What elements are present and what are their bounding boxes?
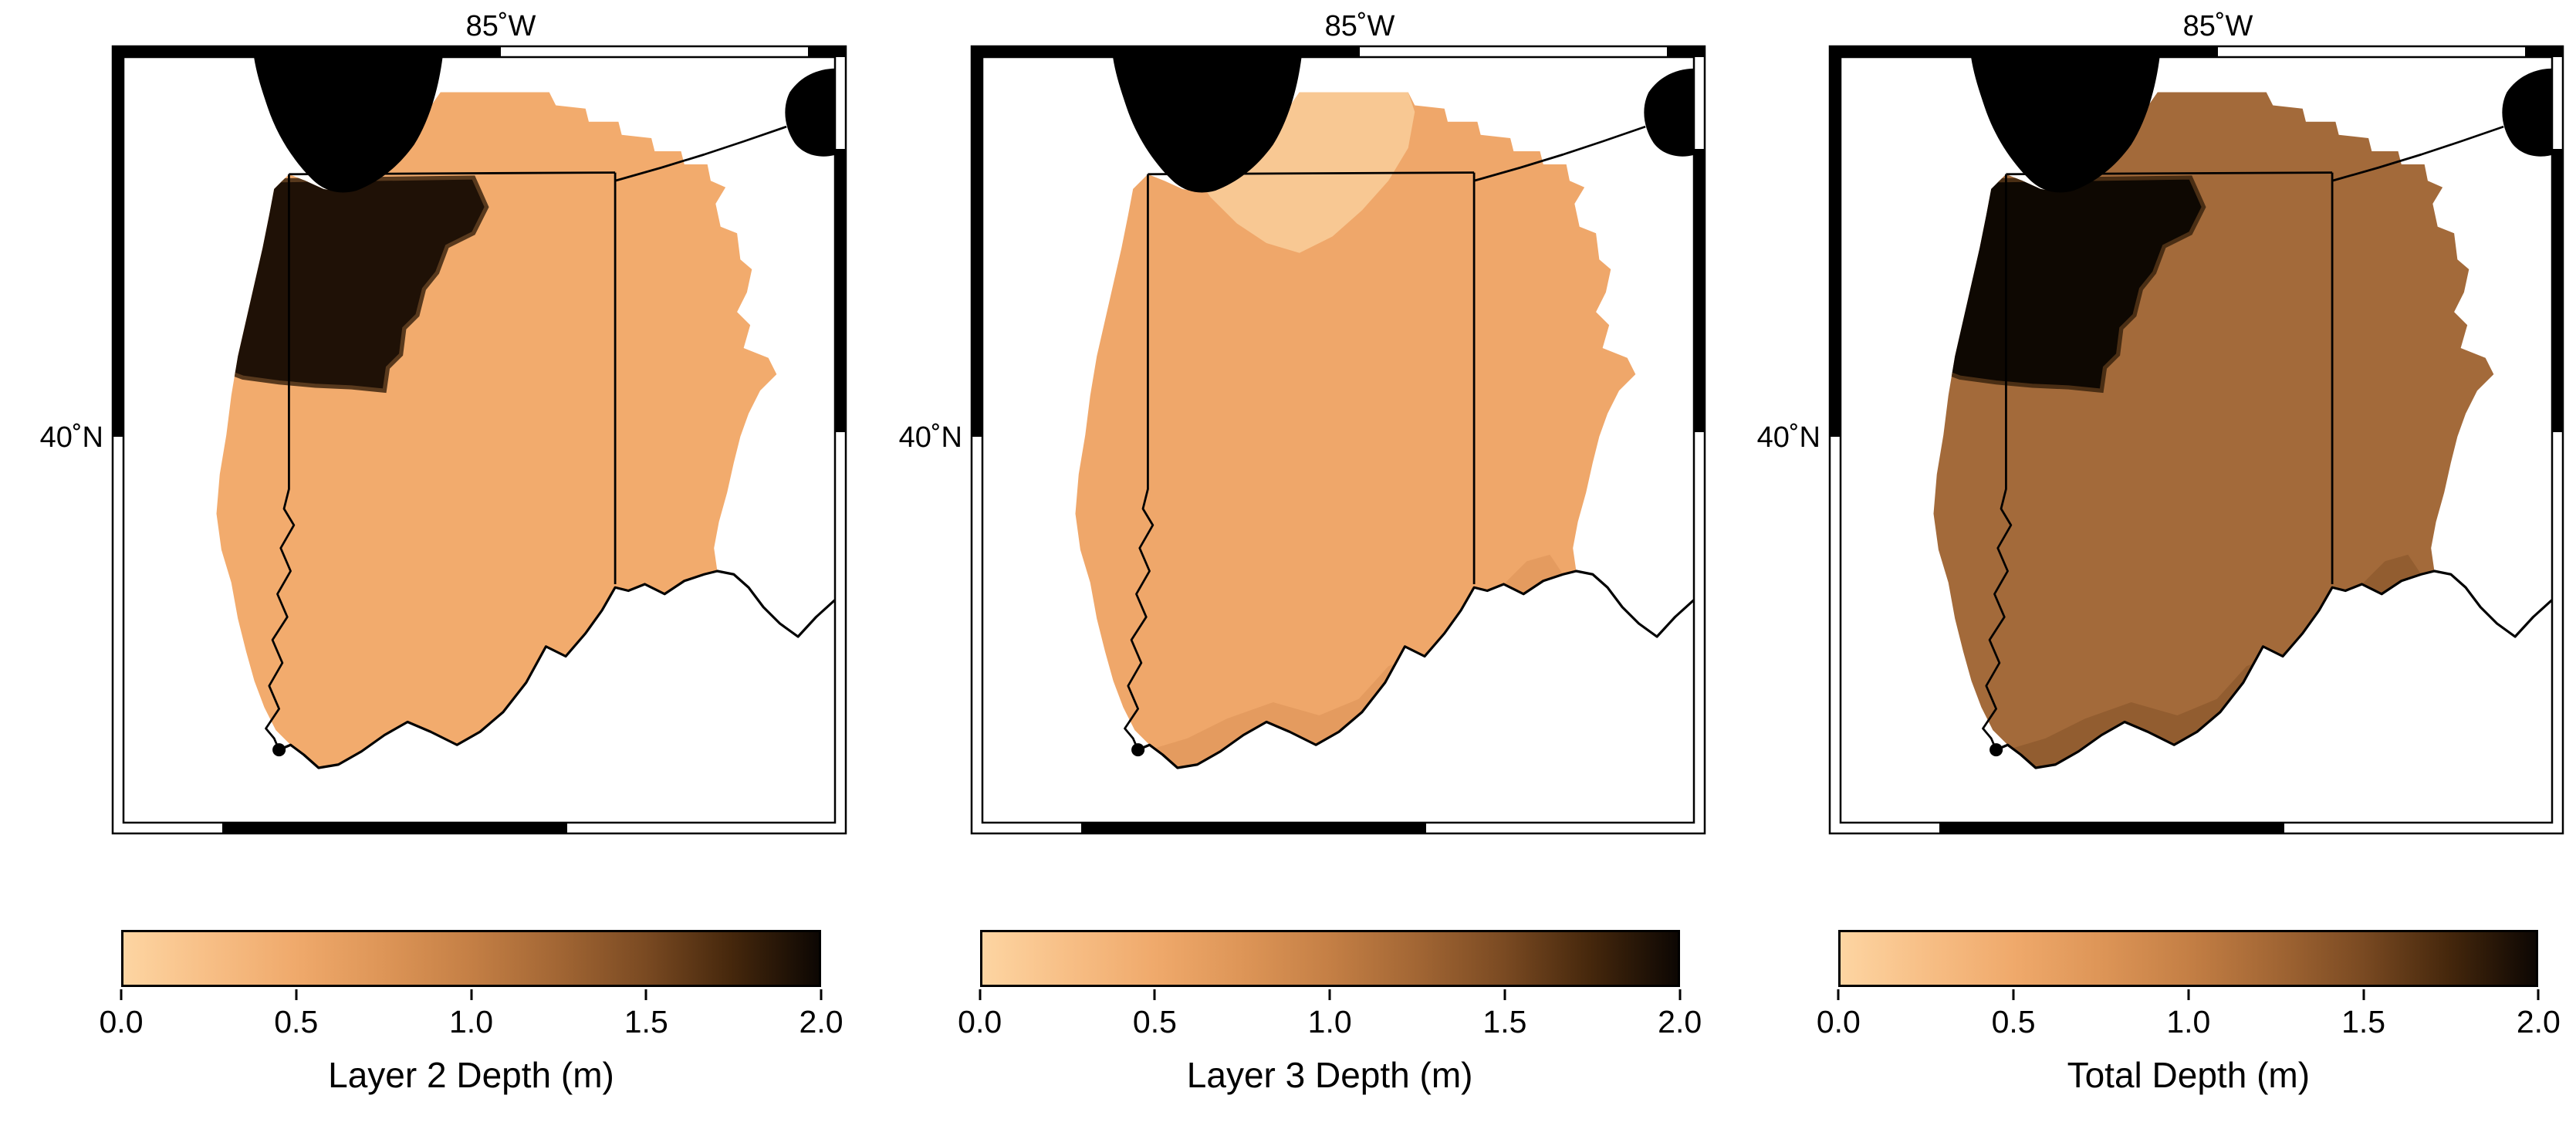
colorbar-tick-label: 1.0 xyxy=(449,1004,493,1039)
colorbar-tick xyxy=(2362,989,2365,1000)
lake-erie xyxy=(785,68,835,157)
frame-segment xyxy=(1939,823,2285,833)
lake-erie xyxy=(2502,68,2553,157)
lake-michigan xyxy=(1112,57,1302,193)
river-confluence-dot xyxy=(272,743,286,757)
colorbar-tick-label: 0.0 xyxy=(99,1004,144,1039)
colorbar-tick-label: 0.0 xyxy=(958,1004,1002,1039)
colorbar-tick xyxy=(2012,989,2015,1000)
colorbar-ticks: 0.0 0.5 1.0 1.5 2.0 xyxy=(958,1003,1702,1040)
colorbar-title: Total Depth (m) xyxy=(2067,1055,2311,1095)
michigan-ohio-border xyxy=(614,125,787,182)
colorbar-tick-label: 2.0 xyxy=(799,1004,843,1039)
colorbar-ticks: 0.0 0.5 1.0 1.5 2.0 xyxy=(1817,1003,2561,1040)
colorbar-tick-label: 0.5 xyxy=(1991,1004,2036,1039)
south-shade-patch xyxy=(2013,554,2422,768)
frame-segment xyxy=(1830,46,2219,57)
frame-segment xyxy=(222,823,567,833)
colorbar-tick xyxy=(1328,989,1331,1000)
latitude-label: 40˚N xyxy=(1757,421,1820,454)
frame-segment xyxy=(971,46,1360,57)
nw-dark-patch xyxy=(1933,175,2206,394)
colorbar xyxy=(1838,930,2539,987)
colorbar-tick xyxy=(2537,989,2540,1000)
michigan-ohio-border xyxy=(1473,125,1646,182)
ohio-river xyxy=(278,570,835,769)
colorbar-tick-label: 0.5 xyxy=(274,1004,319,1039)
colorbar-tick xyxy=(979,989,982,1000)
colorbar-tick xyxy=(1837,989,1840,1000)
lake-erie xyxy=(1644,68,1694,157)
nw-dark-patch xyxy=(216,175,489,394)
frame-segment xyxy=(1830,46,1841,437)
map-panel: 85˚W 40˚N xyxy=(1717,0,2576,1129)
colorbar-tick xyxy=(2187,989,2190,1000)
colorbar-tick xyxy=(295,989,298,1000)
frame-segment xyxy=(835,149,846,432)
colorbar-tick xyxy=(470,989,472,1000)
colorbar-tick-label: 1.0 xyxy=(1307,1004,1352,1039)
ohio-river xyxy=(1995,570,2553,769)
frame-segment xyxy=(808,46,846,57)
longitude-label: 85˚W xyxy=(466,10,536,42)
colorbar-tickmarks xyxy=(979,989,1682,1002)
map: 85˚W 40˚N xyxy=(1757,10,2564,835)
colorbar-title: Layer 3 Depth (m) xyxy=(1186,1055,1473,1095)
colorbar-tick xyxy=(1503,989,1506,1000)
colorbar xyxy=(121,930,821,987)
colorbar-ticks: 0.0 0.5 1.0 1.5 2.0 xyxy=(100,1003,843,1040)
frame-segment xyxy=(113,46,501,57)
colorbar-tick xyxy=(820,989,823,1000)
colorbar-tick-label: 1.5 xyxy=(1482,1004,1527,1039)
colorbar-tick-label: 0.0 xyxy=(1816,1004,1861,1039)
michigan-ohio-border xyxy=(2332,125,2504,182)
colorbar-tick xyxy=(644,989,647,1000)
lake-michigan xyxy=(254,57,443,193)
lake-michigan xyxy=(1971,57,2160,193)
map: 85˚W 40˚N xyxy=(40,10,847,835)
frame-segment xyxy=(971,46,982,437)
latitude-label: 40˚N xyxy=(898,421,962,454)
colorbar-tick-label: 1.5 xyxy=(2341,1004,2386,1039)
colorbar-tick-label: 1.0 xyxy=(2166,1004,2211,1039)
colorbar-tick-label: 2.0 xyxy=(1658,1004,1702,1039)
frame-segment xyxy=(113,46,123,437)
indiana-west-border-wabash xyxy=(1982,174,2013,751)
indiana-west-border-wabash xyxy=(265,174,296,751)
map-panel: 85˚W 40˚N xyxy=(0,0,859,1129)
colorbar-tickmarks xyxy=(1837,989,2540,1002)
longitude-label: 85˚W xyxy=(2183,10,2253,42)
longitude-label: 85˚W xyxy=(1324,10,1394,42)
colorbar-tick xyxy=(1678,989,1682,1000)
latitude-label: 40˚N xyxy=(40,421,103,454)
map: 85˚W 40˚N xyxy=(898,10,1706,835)
frame-segment xyxy=(2525,46,2564,57)
frame-segment xyxy=(1080,823,1426,833)
frame-segment xyxy=(1693,149,1705,432)
ohio-river xyxy=(1136,570,1694,769)
river-confluence-dot xyxy=(1989,743,2003,757)
colorbar-tick-label: 1.5 xyxy=(624,1004,668,1039)
map-panel: 85˚W 40˚N xyxy=(859,0,1718,1129)
frame-segment xyxy=(2552,149,2564,432)
colorbar-tick xyxy=(1153,989,1156,1000)
frame-segment xyxy=(1666,46,1705,57)
indiana-west-border-wabash xyxy=(1123,174,1154,751)
colorbar-title: Layer 2 Depth (m) xyxy=(328,1055,614,1095)
colorbar-tickmarks xyxy=(120,989,823,1002)
river-confluence-dot xyxy=(1131,743,1144,757)
data-region xyxy=(1075,92,1635,768)
colorbar-tick xyxy=(120,989,123,1000)
south-shade-patch xyxy=(1154,554,1564,768)
colorbar-tick-label: 0.5 xyxy=(1132,1004,1177,1039)
colorbar-tick-label: 2.0 xyxy=(2516,1004,2561,1039)
colorbar xyxy=(979,930,1680,987)
